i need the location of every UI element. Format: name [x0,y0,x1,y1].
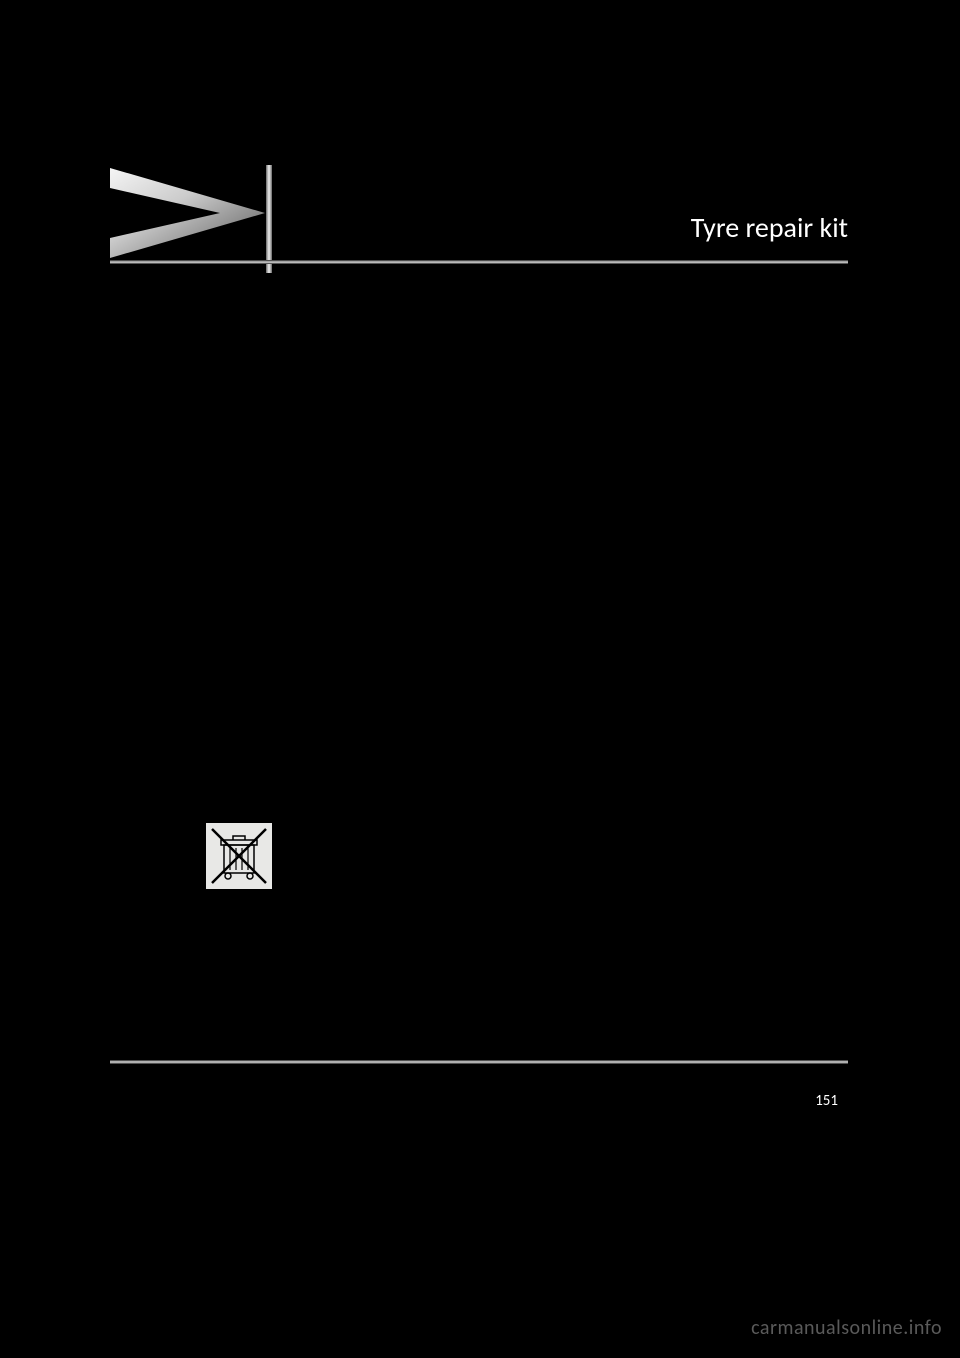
header-vertical-divider [266,165,272,273]
disposal-bin-crossed-icon [206,823,272,889]
chevron-icon [110,168,270,258]
page-number: 151 [815,1092,838,1110]
section-title: Tyre repair kit [691,210,848,245]
horizontal-rule-bottom [110,1060,848,1064]
horizontal-rule-top [110,260,848,264]
watermark-text: carmanualsonline.info [751,1316,942,1340]
